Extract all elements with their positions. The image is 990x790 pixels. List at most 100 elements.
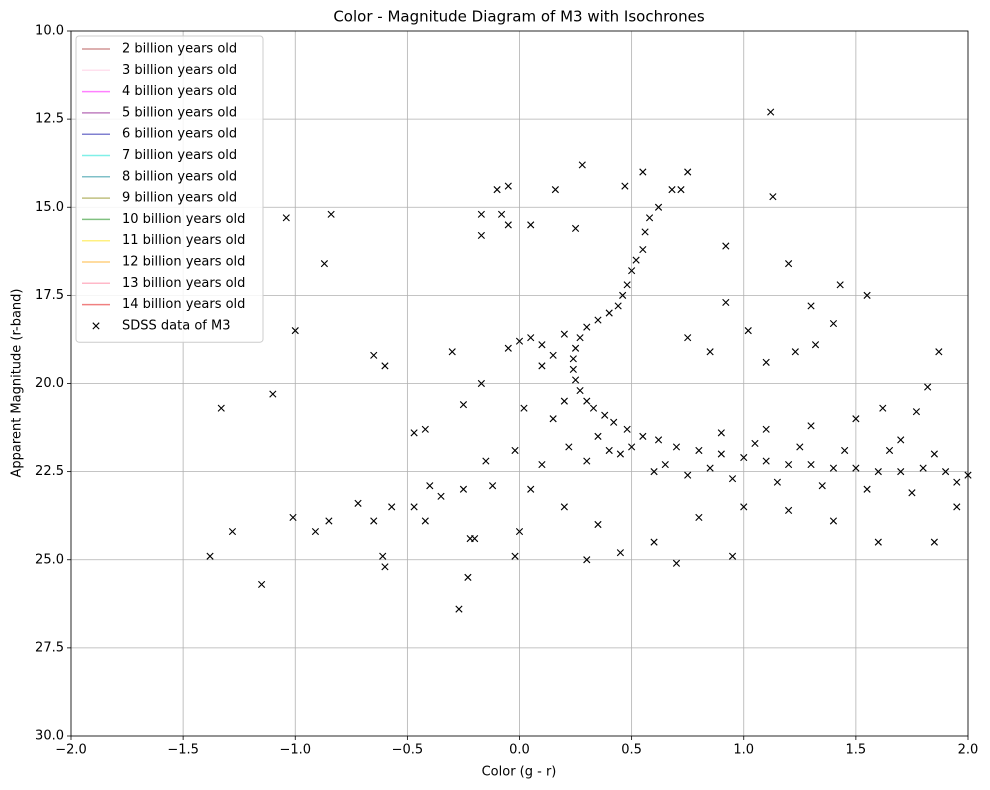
data-point xyxy=(874,538,882,546)
data-point xyxy=(762,358,770,366)
data-point xyxy=(410,429,418,437)
data-point xyxy=(744,327,752,335)
data-point xyxy=(632,256,640,264)
data-point xyxy=(785,460,793,469)
data-point xyxy=(565,443,573,451)
data-point xyxy=(571,224,580,232)
data-point xyxy=(426,482,434,490)
data-point xyxy=(538,362,546,370)
data-point xyxy=(767,108,775,116)
data-point xyxy=(571,376,580,384)
data-point xyxy=(269,390,277,398)
data-point xyxy=(908,489,916,497)
data-point xyxy=(576,386,584,395)
data-point xyxy=(623,425,631,433)
data-point xyxy=(796,443,804,451)
data-point xyxy=(874,468,882,476)
data-point xyxy=(807,460,815,469)
data-point xyxy=(504,182,512,190)
data-point xyxy=(728,475,737,483)
data-point xyxy=(560,330,568,338)
data-point xyxy=(549,415,557,423)
data-point xyxy=(327,210,335,218)
data-point xyxy=(773,478,781,486)
data-point xyxy=(482,457,490,465)
data-point xyxy=(320,260,328,268)
data-point xyxy=(621,182,629,190)
data-point xyxy=(289,513,297,522)
data-point xyxy=(836,281,844,289)
data-point xyxy=(605,309,613,317)
data-point xyxy=(571,344,580,352)
data-point xyxy=(791,348,799,356)
data-point xyxy=(493,186,501,194)
data-point xyxy=(829,319,838,328)
legend-label: 8 billion years old xyxy=(122,169,237,184)
data-point xyxy=(762,425,770,433)
data-point xyxy=(448,348,456,356)
data-point xyxy=(785,506,793,514)
data-point xyxy=(930,538,938,546)
data-point xyxy=(578,161,586,169)
data-point xyxy=(807,422,815,430)
legend-label: 12 billion years old xyxy=(122,255,245,270)
data-point xyxy=(677,186,685,194)
data-point xyxy=(217,404,225,412)
chart-title: Color - Magnitude Diagram of M3 with Iso… xyxy=(333,8,705,26)
data-point xyxy=(520,404,528,412)
data-point xyxy=(623,281,631,289)
data-point xyxy=(504,344,512,352)
data-point xyxy=(841,446,849,455)
data-point xyxy=(569,365,577,373)
legend-label: 14 billion years old xyxy=(122,297,245,312)
data-point xyxy=(477,210,485,218)
legend-label: 10 billion years old xyxy=(122,212,245,227)
y-tick-label: 20.0 xyxy=(35,376,64,391)
data-point xyxy=(722,298,730,307)
data-point xyxy=(497,210,506,218)
data-point xyxy=(527,221,535,229)
data-point xyxy=(717,450,725,458)
data-point xyxy=(728,552,737,560)
data-point xyxy=(583,323,591,331)
y-tick-label: 12.5 xyxy=(35,112,64,127)
data-point xyxy=(527,485,535,493)
data-point xyxy=(228,527,237,536)
data-point xyxy=(924,383,932,391)
data-point xyxy=(601,411,609,419)
x-tick-label: −1.5 xyxy=(167,743,199,758)
data-point xyxy=(769,193,777,201)
data-point xyxy=(511,552,519,560)
data-point xyxy=(912,408,921,416)
data-point xyxy=(706,348,714,356)
data-point xyxy=(311,527,320,536)
y-tick-label: 15.0 xyxy=(35,200,64,215)
y-tick-label: 25.0 xyxy=(35,552,64,567)
data-point xyxy=(551,186,559,194)
data-point xyxy=(421,425,429,433)
legend-label: 7 billion years old xyxy=(122,148,237,163)
y-tick-label: 22.5 xyxy=(35,464,64,479)
data-point xyxy=(818,482,826,490)
y-axis-label: Apparent Magnitude (r-band) xyxy=(10,289,25,478)
x-tick-label: 0.5 xyxy=(621,743,642,758)
legend-label: SDSS data of M3 xyxy=(122,318,230,333)
data-point xyxy=(560,397,568,405)
y-tick-label: 30.0 xyxy=(35,729,64,744)
data-point xyxy=(684,168,692,176)
data-point xyxy=(583,457,591,465)
data-point xyxy=(668,186,676,194)
data-point xyxy=(785,260,793,268)
data-point xyxy=(717,429,725,437)
x-tick-label: 2.0 xyxy=(958,743,979,758)
legend-label: 3 billion years old xyxy=(122,63,237,78)
x-tick-label: −0.5 xyxy=(392,743,424,758)
data-point xyxy=(527,334,535,342)
data-point xyxy=(807,302,815,310)
data-point xyxy=(379,552,387,560)
data-point xyxy=(538,460,546,469)
data-point xyxy=(569,355,577,363)
y-tick-label: 17.5 xyxy=(35,288,64,303)
data-point xyxy=(897,436,905,444)
data-point xyxy=(515,337,524,345)
